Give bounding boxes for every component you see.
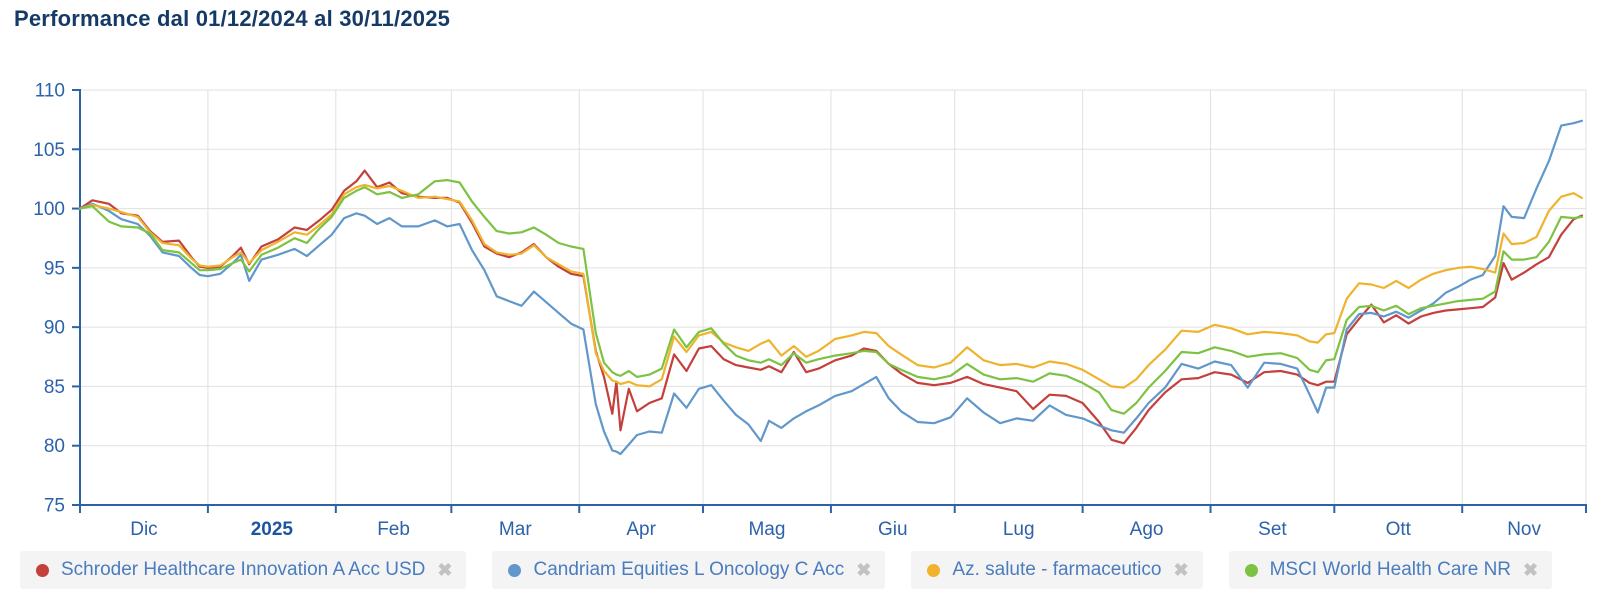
legend-item-candriam: Candriam Equities L Oncology C Acc ✖ bbox=[492, 551, 886, 589]
legend-label: Schroder Healthcare Innovation A Acc USD bbox=[61, 559, 426, 580]
series-line-3[interactable] bbox=[78, 179, 1584, 415]
x-tick-label: Nov bbox=[1507, 519, 1541, 540]
x-tick-label: Mag bbox=[748, 519, 785, 540]
legend-label: MSCI World Health Care NR bbox=[1269, 559, 1512, 580]
y-tick-label: 95 bbox=[44, 258, 65, 279]
series-color-dot bbox=[36, 563, 49, 577]
y-tick-label: 100 bbox=[33, 199, 65, 220]
gridlines-vertical bbox=[207, 90, 1587, 505]
x-tick-label: Set bbox=[1258, 519, 1287, 540]
remove-series-icon[interactable]: ✖ bbox=[856, 560, 872, 580]
x-tick-label: Ago bbox=[1130, 519, 1164, 540]
x-tick-label: Feb bbox=[377, 519, 410, 540]
series-line-2[interactable] bbox=[78, 183, 1584, 389]
series-line-0[interactable] bbox=[78, 169, 1584, 445]
x-axis-ticks: Dic 2025 Feb Mar Apr Mag Giu Lug Ago Set Ott Nov bbox=[79, 505, 1587, 540]
page-title: Performance dal 01/12/2024 al 30/11/2025 bbox=[14, 6, 451, 31]
line-chart-canvas: 75 80 85 90 95 100 105 110 Dic 2025 Feb Mar Apr Mag Gi… bbox=[33, 81, 1587, 540]
y-tick-label: 85 bbox=[44, 377, 65, 398]
legend-label: Candriam Equities L Oncology C Acc bbox=[533, 559, 845, 580]
performance-chart: 75 80 85 90 95 100 105 110 Dic 2025 Feb Mar Apr Mag Gi… bbox=[33, 81, 1587, 540]
y-axis-ticks: 75 80 85 90 95 100 105 110 bbox=[33, 81, 80, 517]
series-line-1[interactable] bbox=[78, 119, 1584, 456]
series-color-dot bbox=[1244, 563, 1258, 577]
y-tick-label: 110 bbox=[35, 81, 65, 102]
y-tick-label: 90 bbox=[44, 318, 65, 339]
legend-label: Az. salute - farmaceutico bbox=[952, 559, 1162, 580]
chart-legend: Schroder Healthcare Innovation A Acc USD… bbox=[20, 551, 1553, 589]
x-tick-label: Dic bbox=[130, 519, 157, 540]
y-tick-label: 80 bbox=[44, 436, 65, 457]
x-tick-label: 2025 bbox=[251, 519, 294, 540]
x-tick-label: Mar bbox=[499, 519, 532, 540]
legend-item-msci: MSCI World Health Care NR ✖ bbox=[1228, 551, 1553, 589]
x-tick-label: Giu bbox=[878, 519, 908, 540]
remove-series-icon[interactable]: ✖ bbox=[1173, 560, 1189, 580]
series-color-dot bbox=[508, 563, 522, 577]
series-color-dot bbox=[927, 563, 941, 577]
x-tick-label: Lug bbox=[1003, 519, 1035, 540]
y-tick-label: 105 bbox=[33, 140, 65, 161]
gridlines-horizontal bbox=[80, 89, 1586, 447]
y-tick-label: 75 bbox=[44, 496, 65, 517]
remove-series-icon[interactable]: ✖ bbox=[1523, 560, 1539, 580]
legend-item-schroder: Schroder Healthcare Innovation A Acc USD… bbox=[20, 551, 467, 589]
legend-item-az-salute: Az. salute - farmaceutico ✖ bbox=[911, 551, 1203, 589]
x-tick-label: Apr bbox=[626, 519, 656, 540]
remove-series-icon[interactable]: ✖ bbox=[437, 560, 453, 580]
x-tick-label: Ott bbox=[1386, 519, 1412, 540]
